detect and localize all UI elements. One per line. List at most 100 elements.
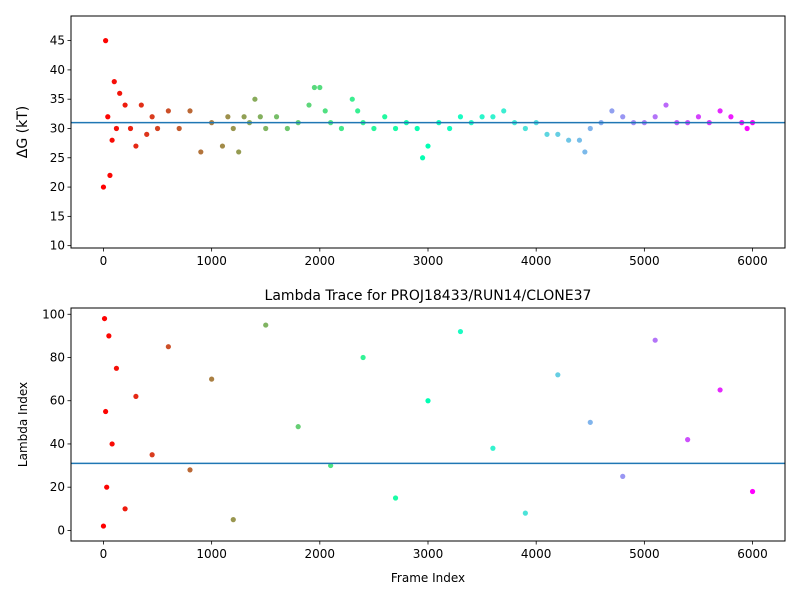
dg-point (154, 125, 161, 132)
dg-y-tick-label: 20 (50, 180, 65, 194)
dg-point (609, 108, 615, 114)
dg-point (382, 114, 388, 120)
dg-point (187, 108, 193, 114)
lambda-y-tick-label: 60 (50, 394, 65, 408)
dg-point (501, 108, 507, 114)
lambda-point (133, 393, 139, 400)
lambda-x-tick-label: 6000 (737, 547, 768, 561)
dg-point (652, 114, 658, 120)
dg-point (447, 125, 453, 132)
lambda-point (109, 441, 115, 447)
dg-x-tick-label: 0 (100, 254, 108, 268)
dg-point (311, 84, 318, 91)
lambda-x-tick-label: 3000 (413, 547, 444, 561)
lambda-point (100, 523, 107, 529)
dg-point (620, 114, 626, 120)
lambda-point (106, 333, 112, 339)
lambda-point (652, 337, 658, 343)
dg-point (479, 114, 485, 120)
dg-y-tick-label: 45 (50, 34, 65, 48)
dg-y-tick-label: 35 (50, 92, 65, 106)
dg-point (419, 155, 426, 161)
dg-point (587, 125, 593, 132)
lambda-point (587, 419, 593, 425)
lambda-point (522, 510, 528, 516)
lambda-x-ticks: 0 1000 2000 3000 4000 5000 6000 (100, 541, 768, 561)
lambda-scatter-points (100, 315, 756, 529)
dg-point (544, 131, 550, 137)
lambda-point (187, 467, 193, 473)
lambda-y-tick-label: 0 (57, 523, 65, 537)
dg-point (392, 125, 399, 132)
lambda-x-tick-label: 1000 (196, 547, 227, 561)
dg-point (252, 96, 258, 102)
dg-y-tick-label: 10 (50, 239, 65, 253)
dg-point (198, 149, 204, 155)
dg-point (225, 114, 231, 120)
dg-point (695, 114, 702, 120)
dg-point (109, 137, 115, 143)
lambda-y-tick-label: 80 (50, 350, 65, 364)
lambda-point (295, 424, 301, 430)
dg-point (284, 125, 290, 132)
lambda-y-tick-label: 100 (42, 307, 65, 321)
lambda-point (490, 445, 496, 451)
lambda-x-tick-label: 2000 (305, 547, 336, 561)
dg-panel: 0 1000 2000 3000 4000 5000 6000 10 15 20 25 30 35 40… (15, 15, 786, 268)
dg-y-tick-label: 25 (50, 151, 65, 165)
dg-point (117, 90, 123, 96)
lambda-point (717, 387, 723, 393)
dg-point (133, 143, 139, 149)
dg-point (522, 125, 528, 132)
lambda-point (392, 495, 399, 501)
lambda-point (457, 328, 464, 335)
dg-x-tick-label: 3000 (413, 254, 444, 268)
lambda-point (101, 315, 108, 322)
lambda-point (328, 462, 334, 469)
dg-x-tick-label: 1000 (196, 254, 227, 268)
dg-point (113, 125, 120, 132)
lambda-y-axis-label: Lambda Index (16, 382, 30, 467)
lambda-panel: Lambda Trace for PROJ18433/RUN14/CLONE37… (16, 288, 786, 585)
dg-point (306, 102, 312, 108)
lambda-point (425, 398, 431, 404)
lambda-point (555, 372, 561, 378)
lambda-point (122, 506, 128, 512)
dg-point (103, 38, 109, 44)
dg-point (414, 125, 420, 132)
dg-x-tick-label: 4000 (521, 254, 552, 268)
dg-point (576, 137, 583, 143)
dg-point (107, 172, 113, 178)
dg-x-tick-label: 5000 (629, 254, 660, 268)
lambda-point (149, 452, 155, 458)
dg-point (349, 96, 355, 102)
dg-point (566, 137, 572, 143)
dg-point (273, 114, 280, 120)
dg-point (219, 143, 226, 149)
lambda-point (113, 365, 120, 371)
dg-point (717, 108, 723, 114)
dg-point (263, 125, 269, 132)
lambda-y-ticks: 0 20 40 60 80 100 (42, 307, 71, 537)
dg-point (728, 114, 734, 120)
lambda-x-tick-label: 5000 (629, 547, 660, 561)
dg-x-tick-label: 2000 (305, 254, 336, 268)
dg-point (230, 125, 236, 132)
dg-point (582, 149, 588, 155)
dg-y-axis-label: ΔG (kT) (15, 106, 31, 158)
dg-point (744, 125, 750, 132)
dg-point (165, 108, 171, 114)
lambda-point (620, 473, 626, 479)
dg-point (176, 125, 182, 132)
lambda-point (103, 408, 109, 415)
dg-point (236, 149, 242, 155)
dg-point (555, 131, 561, 137)
lambda-x-tick-label: 4000 (521, 547, 552, 561)
dg-x-tick-label: 6000 (737, 254, 768, 268)
dg-point (100, 184, 107, 190)
dg-point (105, 114, 111, 120)
dg-x-ticks: 0 1000 2000 3000 4000 5000 6000 (100, 248, 768, 268)
dg-point (355, 108, 361, 114)
dg-y-tick-label: 40 (50, 63, 65, 77)
